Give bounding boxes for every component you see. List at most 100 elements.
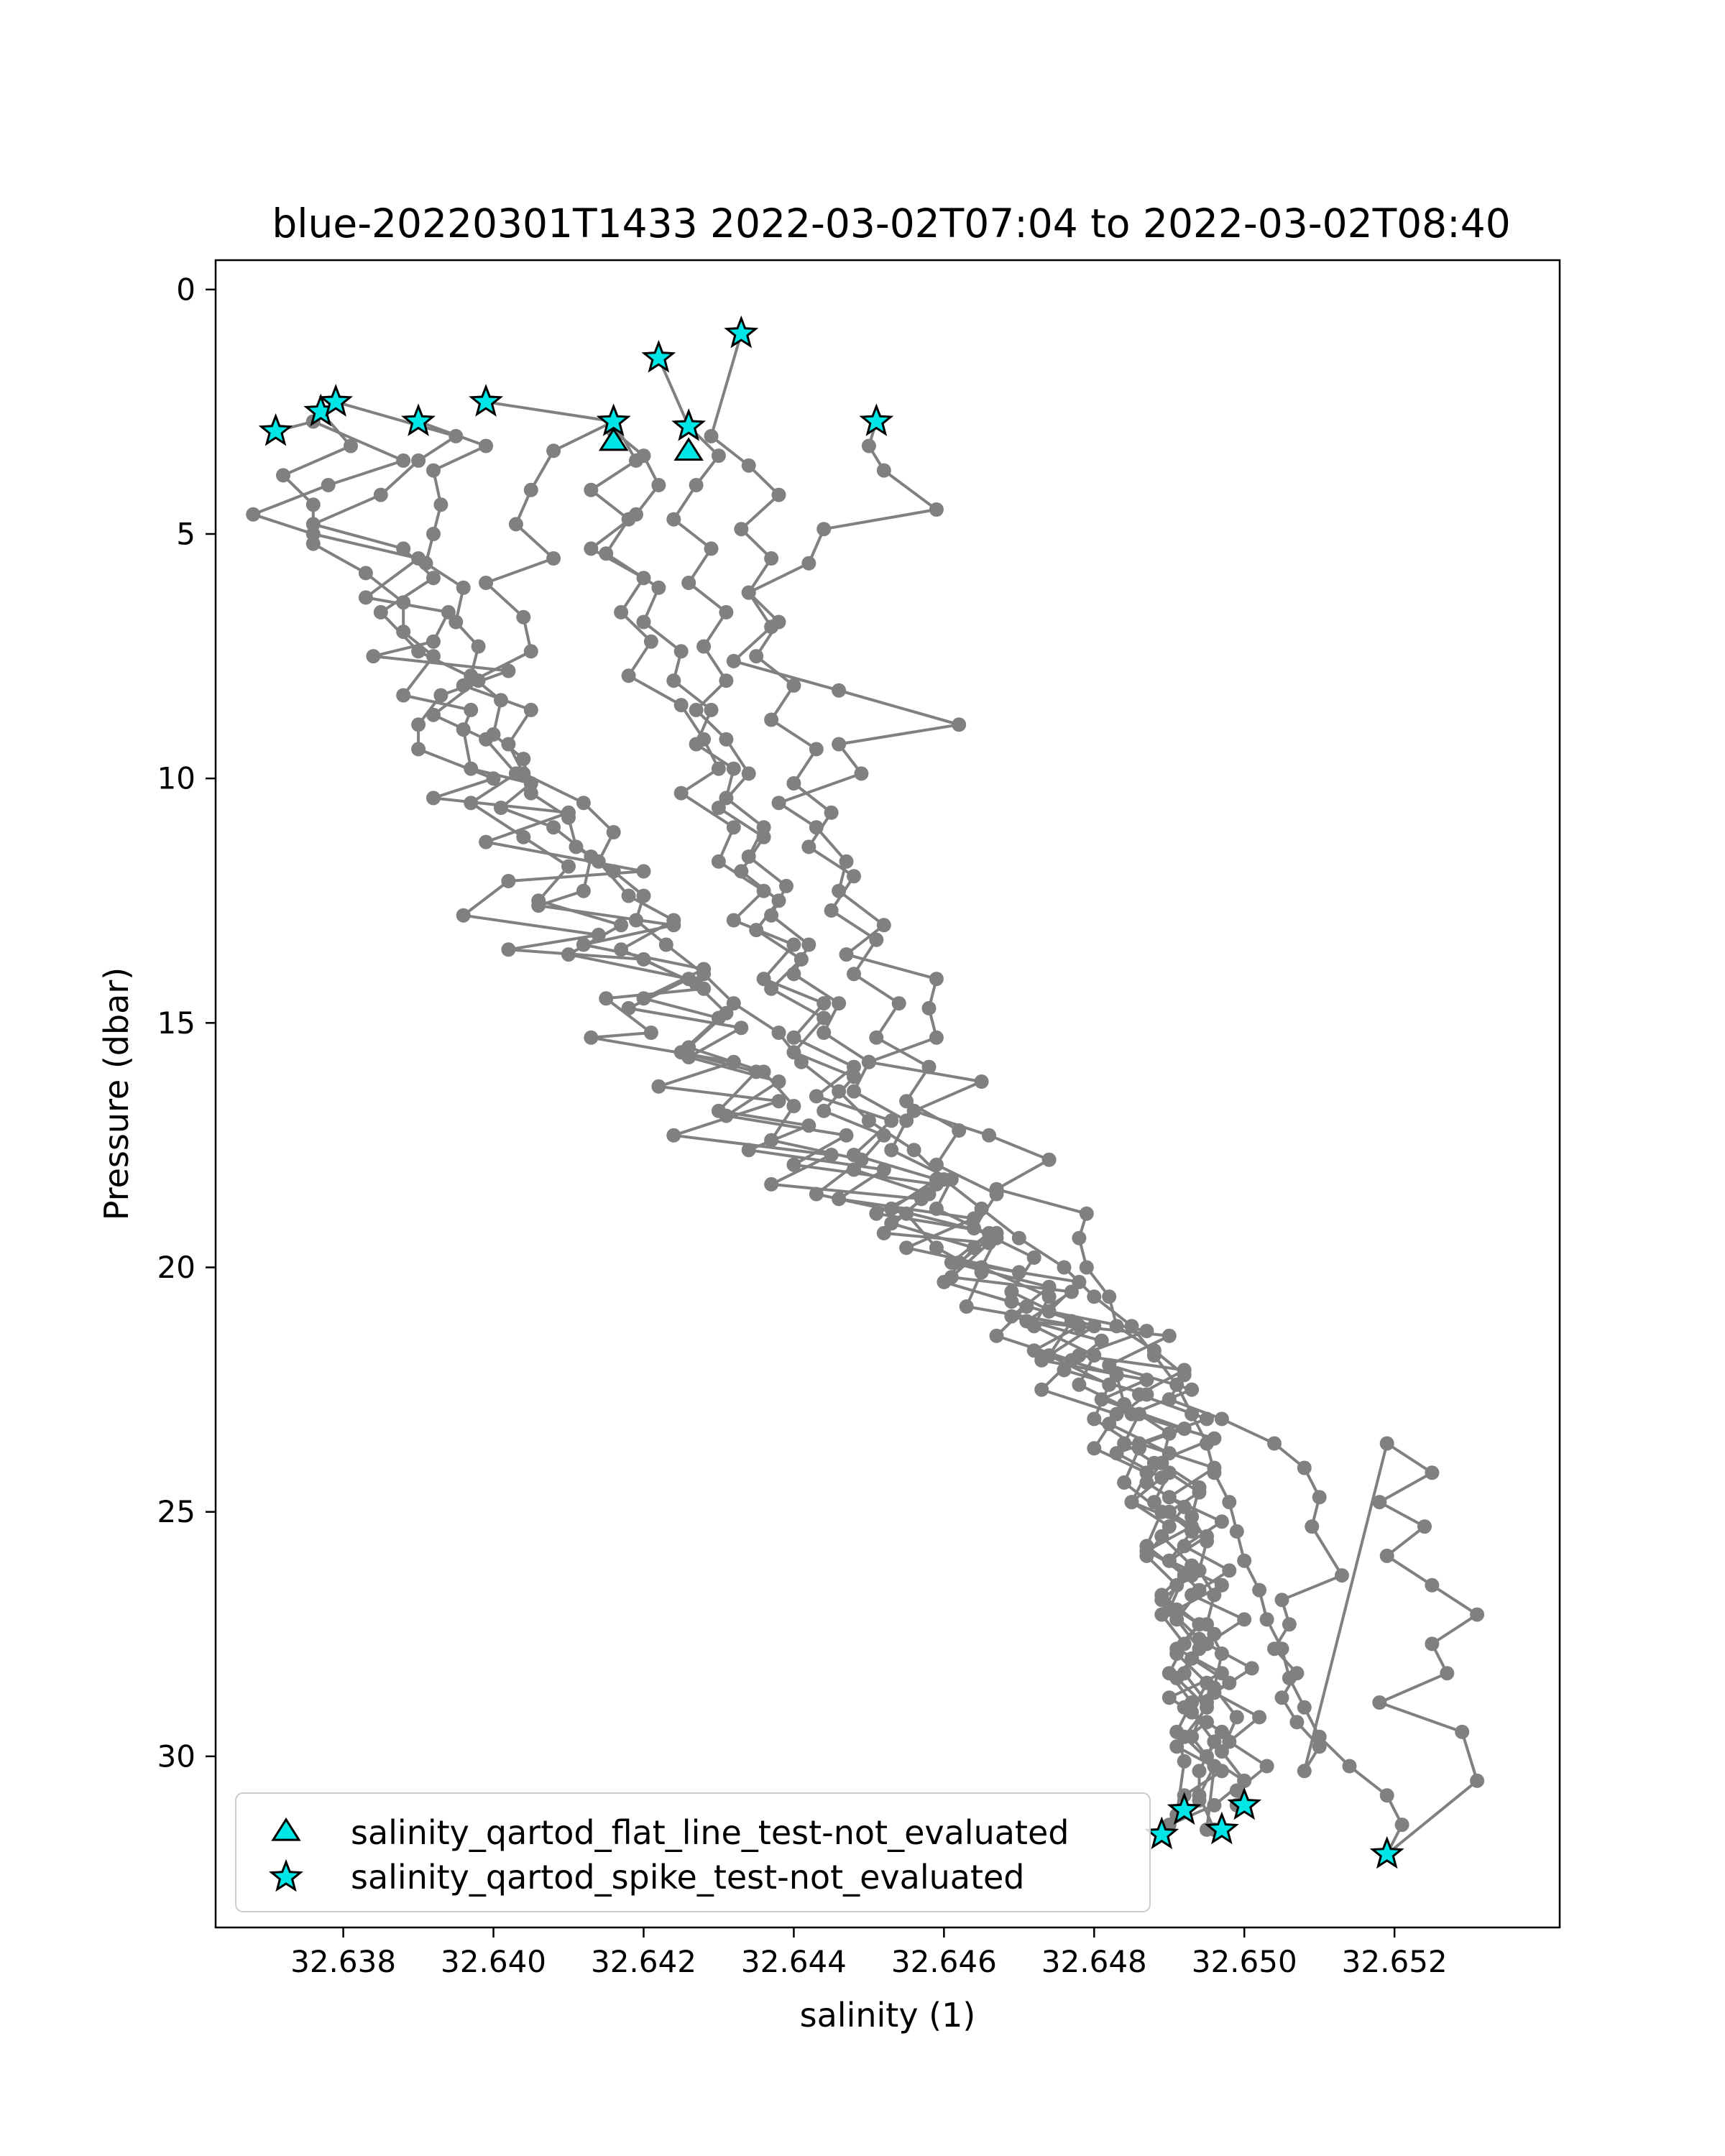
profile-point (847, 967, 861, 982)
profile-point (1117, 1475, 1132, 1490)
profile-point (1237, 1553, 1252, 1568)
profile-point (1274, 1593, 1289, 1608)
profile-point (1394, 1818, 1409, 1833)
profile-point (847, 869, 861, 884)
profile-point (636, 888, 651, 903)
profile-point (764, 908, 779, 923)
profile-point (719, 732, 734, 747)
profile-point (929, 1201, 944, 1216)
profile-point (1305, 1519, 1320, 1534)
profile-point (471, 639, 486, 654)
profile-point (832, 737, 847, 752)
profile-point (869, 932, 884, 947)
profile-point (426, 634, 441, 649)
profile-point (794, 952, 809, 967)
legend: salinity_qartod_flat_line_test-not_evalu… (235, 1792, 1151, 1912)
profile-point (1192, 1764, 1207, 1779)
profile-point (636, 448, 651, 464)
y-tick-label: 0 (176, 272, 196, 307)
profile-point (756, 1064, 771, 1079)
profile-point (899, 1113, 914, 1128)
profile-point (426, 707, 441, 722)
profile-point (1440, 1666, 1455, 1681)
profile-point (456, 678, 471, 693)
profile-point (847, 1162, 861, 1177)
profile-point (771, 487, 786, 502)
profile-point (1312, 1739, 1327, 1754)
profile-point (704, 702, 719, 717)
profile-point (584, 541, 599, 556)
profile-point (1169, 1724, 1184, 1739)
profile-point (719, 1005, 734, 1021)
profile-point (1177, 1666, 1192, 1681)
profile-point (764, 1176, 779, 1192)
profile-point (614, 942, 629, 957)
profile-point (734, 864, 749, 879)
profile-point (809, 1089, 824, 1104)
profile-point (569, 839, 584, 854)
y-axis: 0 5 10 15 20 25 30 (157, 272, 216, 1774)
profile-point (1041, 1152, 1057, 1167)
profile-point (599, 991, 614, 1006)
profile-point (786, 967, 801, 982)
profile-point (1200, 1695, 1214, 1710)
profile-point (952, 717, 967, 732)
profile-point (479, 576, 494, 590)
profile-point (1184, 1729, 1200, 1744)
profile-point (1297, 1460, 1312, 1475)
profile-point (546, 551, 561, 566)
profile-point (591, 854, 606, 869)
profile-point (1124, 1495, 1139, 1510)
profile-point (651, 580, 666, 595)
profile-point (1079, 1206, 1094, 1221)
profile-point (989, 1181, 1004, 1197)
profile-point (689, 478, 704, 492)
profile-point (711, 761, 726, 776)
profile-point (516, 766, 531, 781)
profile-point (1425, 1465, 1440, 1480)
profile-point (1192, 1617, 1207, 1632)
profile-point (681, 576, 696, 590)
profile-point (426, 527, 441, 541)
profile-point (1214, 1577, 1229, 1593)
profile-point (1470, 1607, 1485, 1622)
profile-point (786, 937, 801, 952)
profile-point (1162, 1392, 1177, 1407)
profile-point (636, 571, 651, 586)
x-tick-label: 32.648 (1041, 1944, 1147, 1979)
profile-point (418, 556, 433, 571)
profile-point (689, 702, 704, 717)
profile-point (1109, 1368, 1124, 1383)
profile-point (373, 487, 388, 502)
profile-point (1079, 1260, 1094, 1275)
profile-point (1162, 1602, 1177, 1617)
profile-point (937, 1274, 952, 1289)
profile-point (523, 644, 538, 659)
profile-point (1154, 1588, 1169, 1603)
profile-point (1124, 1319, 1139, 1334)
profile-point (884, 1143, 899, 1158)
profile-point (561, 859, 576, 874)
profile-point (373, 604, 388, 619)
profile-point (606, 825, 621, 839)
profile-point (1184, 1524, 1200, 1539)
profile-point (756, 829, 771, 844)
profile-point (876, 1225, 891, 1240)
profile-point (614, 918, 629, 933)
profile-point (906, 1143, 921, 1158)
profile-point (1289, 1666, 1305, 1681)
profile-point (861, 438, 876, 453)
profile-point (1192, 1631, 1207, 1646)
profile-point (479, 438, 494, 453)
profile-point (1184, 1509, 1200, 1524)
profile-point (1200, 1534, 1214, 1549)
profile-point (989, 1328, 1004, 1343)
profile-point (546, 443, 561, 459)
profile-point (771, 1026, 786, 1040)
profile-point (786, 1045, 801, 1060)
profile-point (749, 923, 764, 938)
profile-point (1064, 1284, 1079, 1299)
spike-flag-marker (1167, 1792, 1202, 1825)
profile-point (1139, 1373, 1154, 1387)
y-axis-title: Pressure (dbar) (97, 967, 136, 1220)
